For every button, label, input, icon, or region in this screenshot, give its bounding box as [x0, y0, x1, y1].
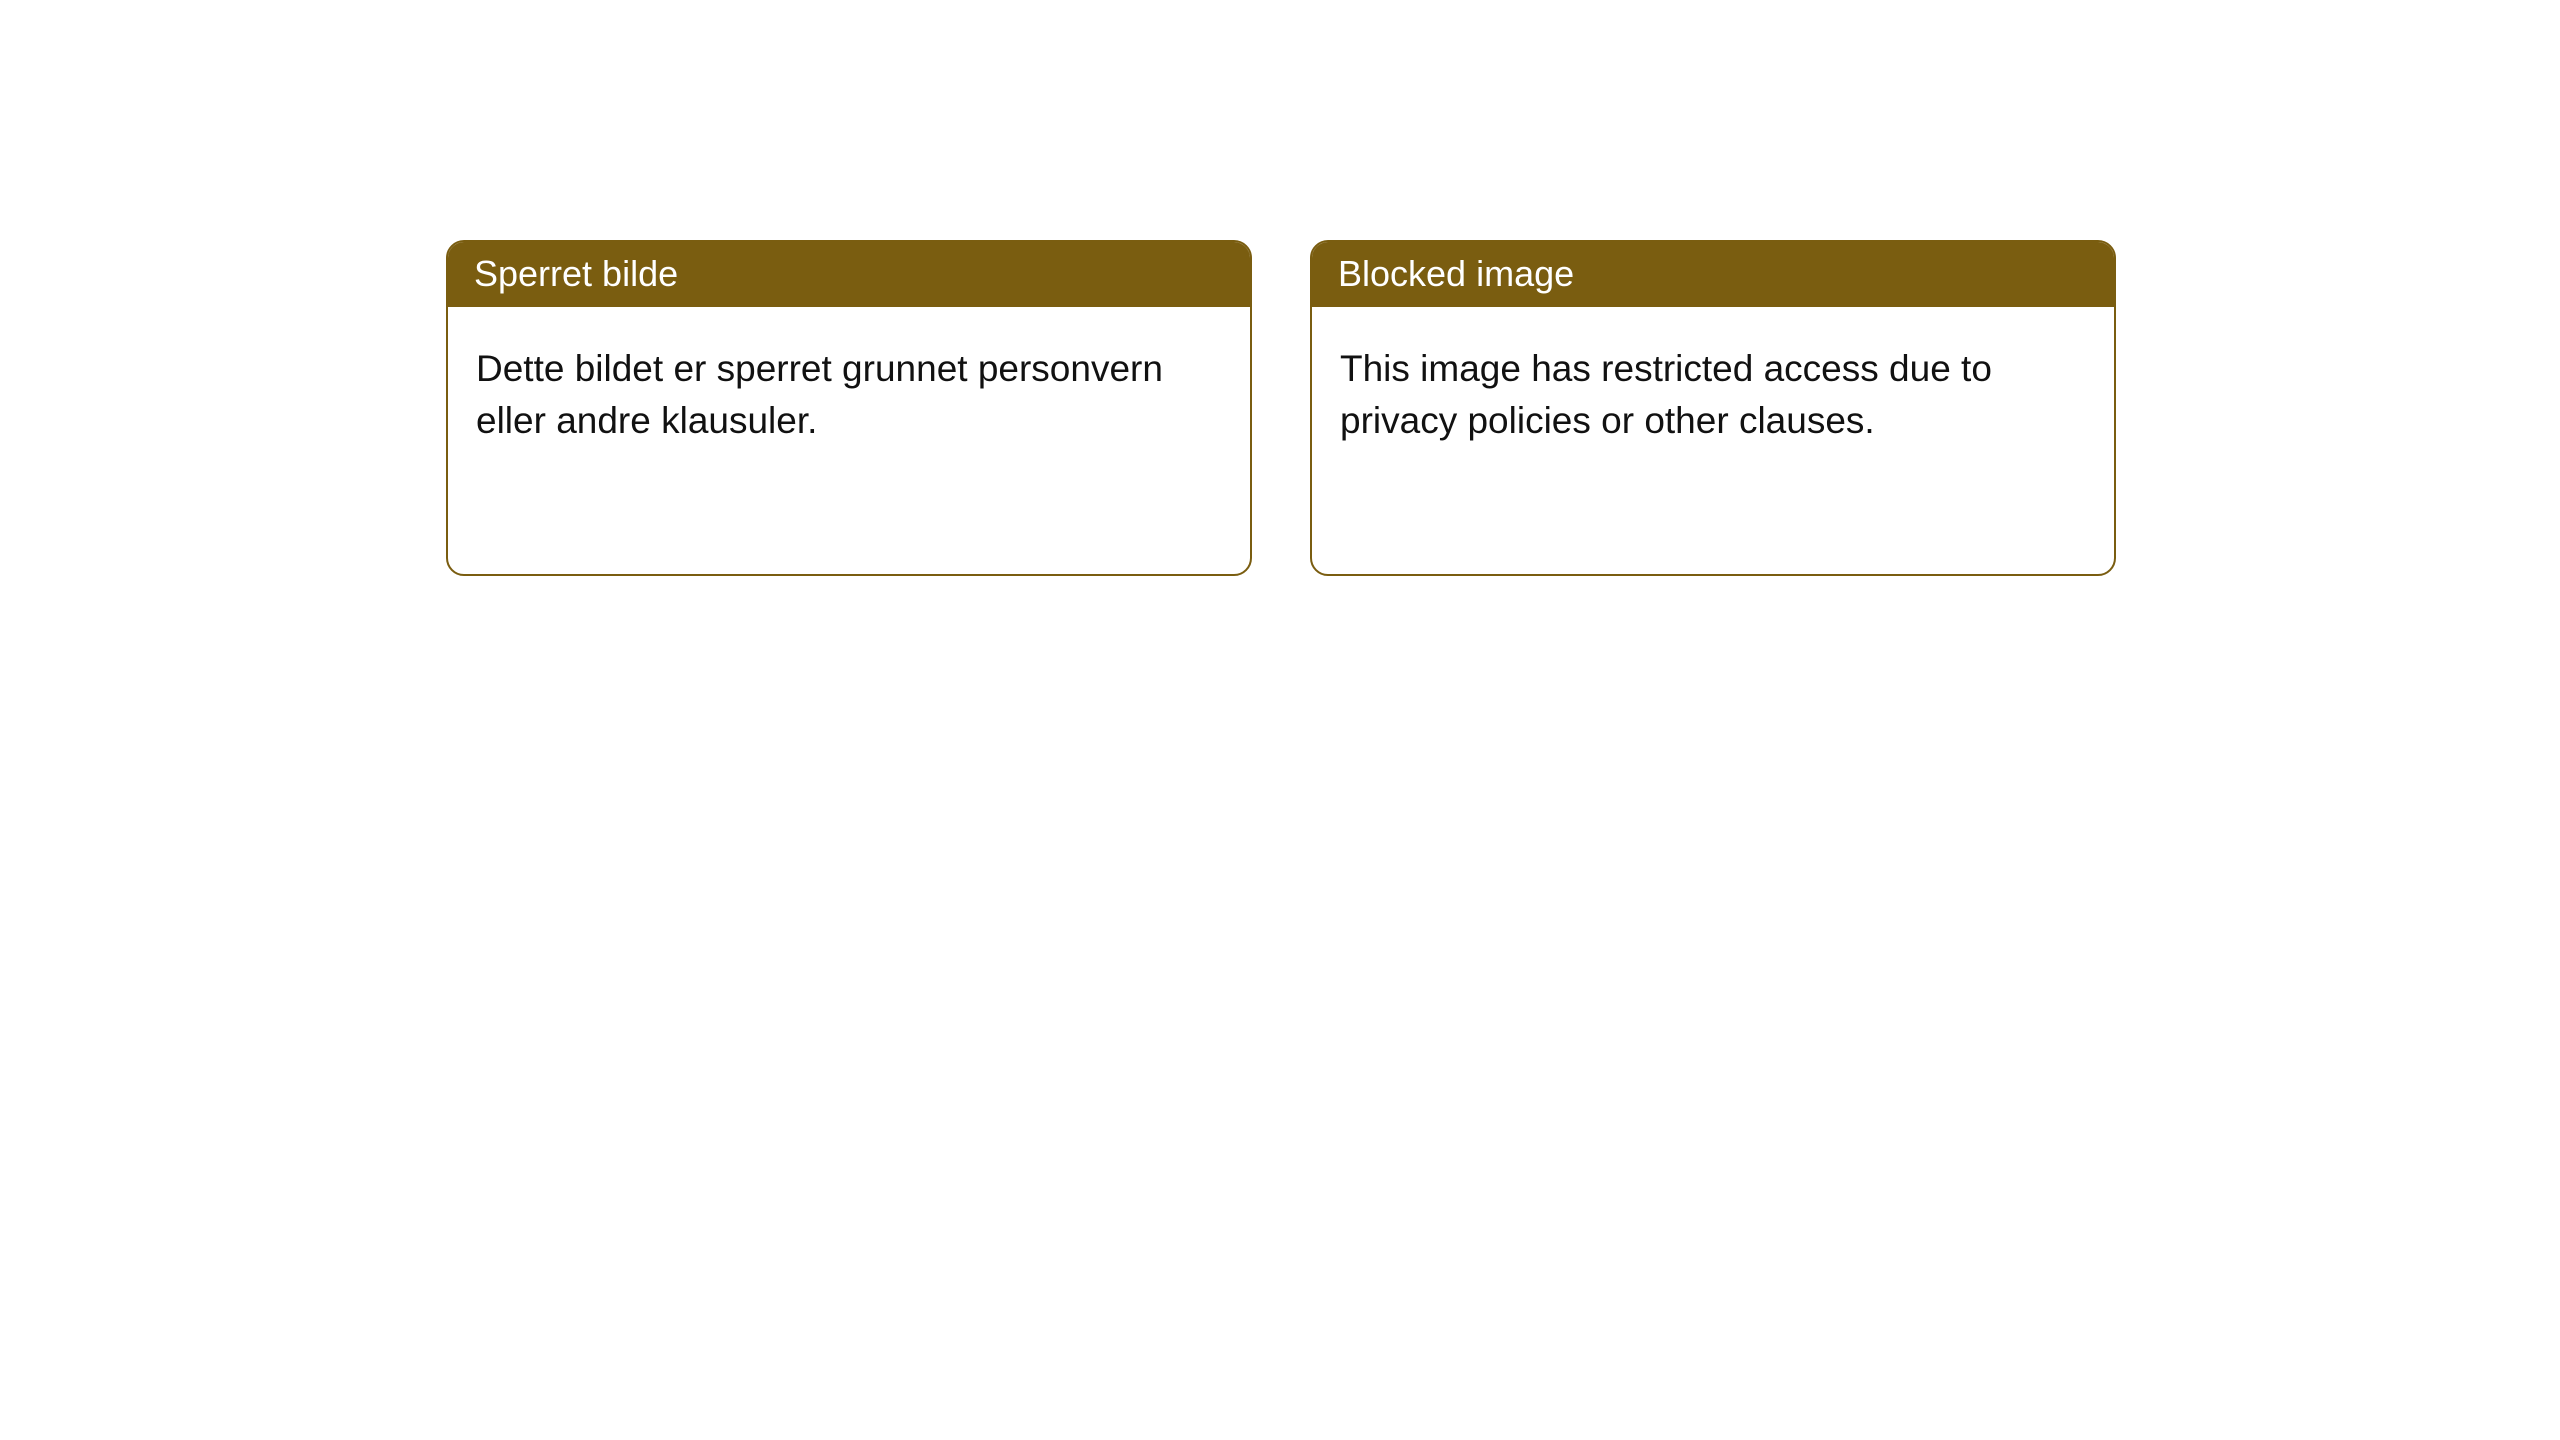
notice-card-title: Sperret bilde	[448, 242, 1250, 307]
notice-card-english: Blocked image This image has restricted …	[1310, 240, 2116, 576]
notice-card-norwegian: Sperret bilde Dette bildet er sperret gr…	[446, 240, 1252, 576]
notice-card-body: Dette bildet er sperret grunnet personve…	[448, 307, 1250, 475]
notice-container: Sperret bilde Dette bildet er sperret gr…	[0, 0, 2560, 576]
notice-card-body: This image has restricted access due to …	[1312, 307, 2114, 475]
notice-card-title: Blocked image	[1312, 242, 2114, 307]
